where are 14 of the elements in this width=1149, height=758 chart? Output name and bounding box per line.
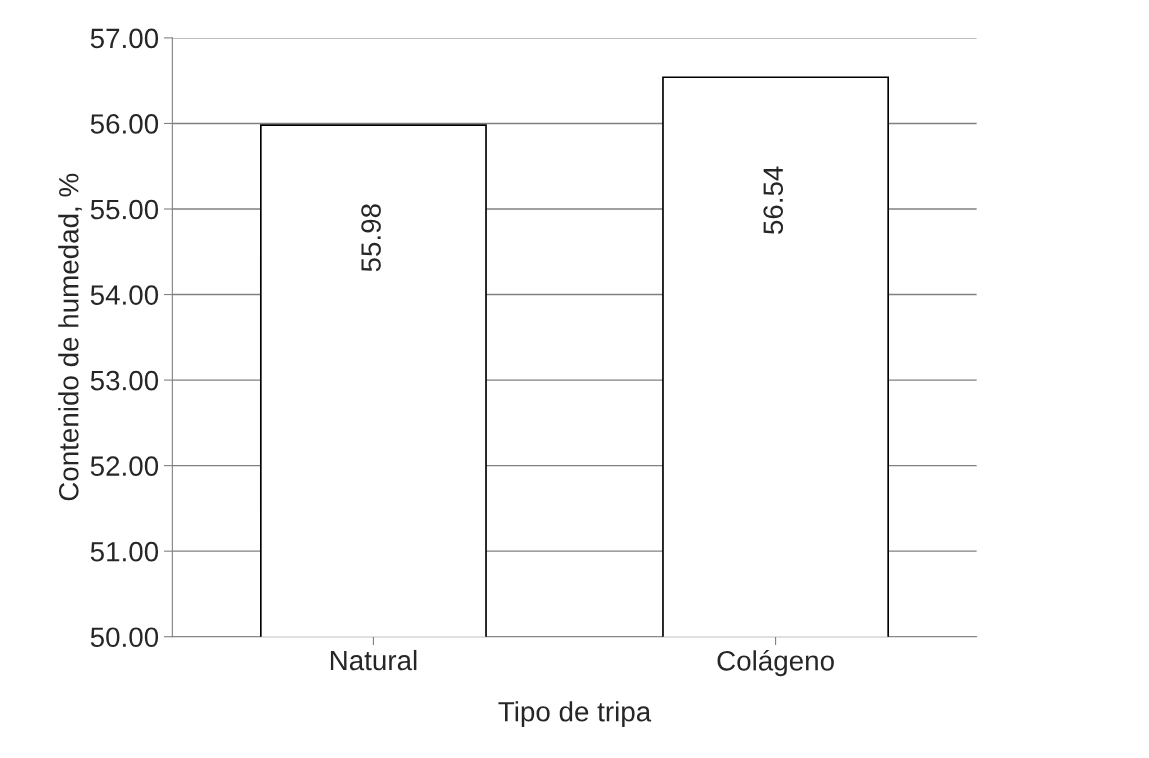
y-tick-label: 53.00: [90, 370, 159, 391]
x-tick-label: Colágeno: [717, 649, 834, 677]
y-tick-label: 51.00: [90, 541, 159, 562]
data-label: 56.54: [763, 166, 784, 234]
y-tick-label: 56.00: [90, 114, 159, 134]
y-axis-title: Contenido de humedad, %: [58, 173, 82, 501]
x-axis-title: Tipo de tripa: [498, 701, 652, 728]
x-tick-label: Natural: [330, 649, 417, 671]
y-tick-label: 52.00: [90, 456, 159, 476]
y-tick-label: 54.00: [90, 285, 159, 305]
data-label: 55.98: [361, 204, 381, 272]
y-tick-label: 57.00: [90, 28, 159, 49]
y-tick-label: 55.00: [90, 199, 159, 220]
y-tick-label: 50.00: [90, 627, 159, 648]
